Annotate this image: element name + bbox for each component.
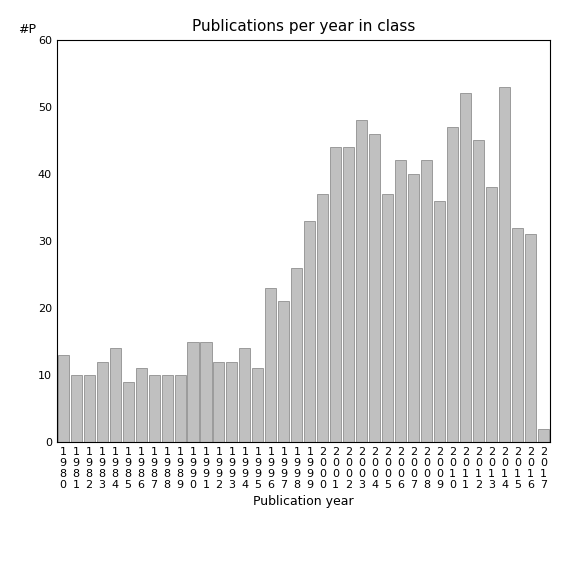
- Bar: [265, 288, 276, 442]
- Bar: [162, 375, 172, 442]
- Bar: [291, 268, 302, 442]
- Bar: [486, 187, 497, 442]
- Bar: [149, 375, 159, 442]
- Bar: [188, 341, 198, 442]
- Bar: [408, 174, 419, 442]
- Bar: [538, 429, 549, 442]
- Bar: [252, 369, 264, 442]
- Bar: [175, 375, 185, 442]
- Bar: [122, 382, 134, 442]
- Bar: [356, 120, 367, 442]
- Bar: [499, 87, 510, 442]
- Bar: [331, 147, 341, 442]
- Bar: [473, 141, 484, 442]
- Bar: [512, 227, 523, 442]
- Bar: [382, 194, 393, 442]
- Bar: [369, 134, 380, 442]
- Bar: [213, 362, 225, 442]
- Bar: [434, 201, 445, 442]
- Bar: [343, 147, 354, 442]
- Bar: [239, 348, 251, 442]
- Bar: [201, 341, 211, 442]
- Bar: [84, 375, 95, 442]
- Bar: [136, 369, 147, 442]
- X-axis label: Publication year: Publication year: [253, 495, 354, 508]
- Bar: [96, 362, 108, 442]
- Title: Publications per year in class: Publications per year in class: [192, 19, 415, 35]
- Y-axis label: #P: #P: [18, 23, 36, 36]
- Bar: [460, 94, 471, 442]
- Bar: [421, 160, 432, 442]
- Bar: [304, 221, 315, 442]
- Bar: [318, 194, 328, 442]
- Bar: [71, 375, 82, 442]
- Bar: [395, 160, 406, 442]
- Bar: [226, 362, 238, 442]
- Bar: [447, 127, 458, 442]
- Bar: [109, 348, 121, 442]
- Bar: [525, 234, 536, 442]
- Bar: [58, 355, 69, 442]
- Bar: [278, 302, 289, 442]
